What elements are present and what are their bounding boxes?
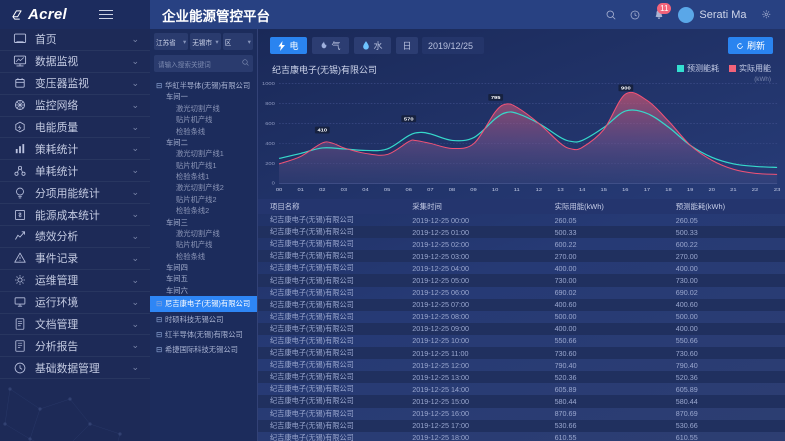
- svg-text:04: 04: [362, 187, 368, 193]
- svg-text:900: 900: [621, 86, 631, 92]
- svg-text:06: 06: [406, 187, 412, 193]
- svg-text:03: 03: [341, 187, 347, 193]
- svg-text:15: 15: [600, 187, 606, 193]
- svg-text:600: 600: [265, 121, 275, 127]
- svg-text:400: 400: [265, 141, 275, 147]
- svg-text:08: 08: [449, 187, 455, 193]
- svg-text:200: 200: [265, 161, 275, 167]
- svg-text:0: 0: [272, 181, 275, 187]
- svg-text:11: 11: [514, 187, 520, 193]
- svg-text:410: 410: [317, 128, 327, 134]
- svg-text:01: 01: [297, 187, 303, 193]
- svg-text:795: 795: [491, 95, 501, 101]
- svg-text:18: 18: [665, 187, 671, 193]
- svg-text:19: 19: [687, 187, 693, 193]
- svg-text:14: 14: [579, 187, 585, 193]
- svg-text:800: 800: [265, 101, 275, 107]
- svg-text:22: 22: [752, 187, 758, 193]
- svg-text:1000: 1000: [262, 81, 275, 87]
- svg-text:07: 07: [427, 187, 433, 193]
- svg-text:12: 12: [536, 187, 542, 193]
- svg-text:17: 17: [644, 187, 650, 193]
- svg-text:23: 23: [774, 187, 780, 193]
- svg-text:02: 02: [319, 187, 325, 193]
- svg-text:09: 09: [470, 187, 476, 193]
- svg-text:570: 570: [404, 117, 414, 123]
- svg-text:20: 20: [709, 187, 715, 193]
- svg-text:05: 05: [384, 187, 390, 193]
- svg-text:21: 21: [730, 187, 736, 193]
- svg-text:16: 16: [622, 187, 628, 193]
- svg-text:13: 13: [557, 187, 563, 193]
- svg-text:00: 00: [276, 187, 282, 193]
- svg-text:10: 10: [492, 187, 498, 193]
